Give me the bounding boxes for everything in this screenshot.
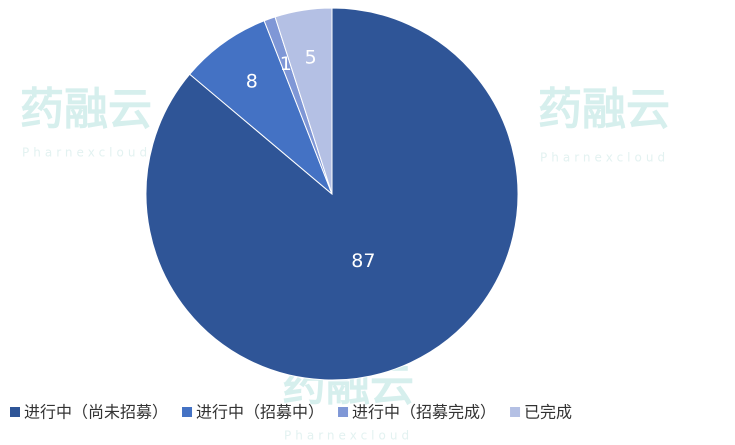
watermark: 药融云 [20,84,152,135]
data-label: 5 [305,47,317,69]
legend-label: 已完成 [524,403,572,422]
watermarks: 药融云 Pharnexcloud 药融云 Pharnexcloud 药融云 Ph… [20,84,670,443]
watermark-sub: Pharnexcloud [284,429,413,443]
legend-label: 进行中（尚未招募） [24,403,168,422]
data-label: 8 [246,71,258,93]
pie-slice [274,7,333,195]
watermark: 药融云 [538,84,670,135]
legend-swatch [182,407,193,417]
legend-swatch [510,407,521,417]
legend-label: 进行中（招募完成） [352,403,496,422]
pie-slice [189,20,333,195]
data-label: 87 [351,250,375,272]
watermark-sub: Pharnexcloud [22,146,151,160]
legend-swatch [10,407,20,417]
watermark-sub: Pharnexcloud [540,151,669,165]
legend-label: 进行中（招募中） [196,403,324,422]
legend-swatch [338,407,349,417]
